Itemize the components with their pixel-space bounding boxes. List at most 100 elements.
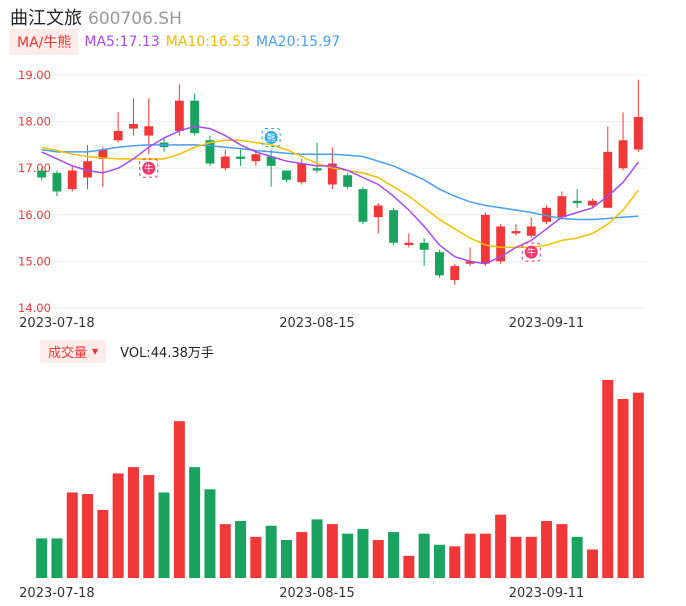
volume-bar — [280, 539, 292, 578]
volume-bar — [495, 514, 507, 578]
ma-legend: MA/牛熊 MA5:17.13 MA10:16.53 MA20:15.97 — [10, 29, 341, 55]
candle-body — [373, 205, 383, 218]
bull-marker-icon — [524, 245, 538, 259]
volume-bar — [36, 538, 48, 578]
volume-bar — [51, 538, 63, 578]
volume-bar — [97, 509, 109, 578]
candle-body — [557, 196, 567, 218]
volume-bar — [571, 536, 583, 578]
ma10-line — [41, 139, 639, 249]
candle-body — [526, 226, 536, 236]
volume-bar — [357, 528, 369, 578]
candle-body — [113, 130, 123, 141]
volume-bar — [433, 544, 445, 578]
volume-bar — [265, 525, 277, 578]
volume-bar — [204, 489, 216, 578]
ma5-value: MA5:17.13 — [84, 34, 160, 50]
candle-body — [98, 149, 108, 159]
volume-bar — [189, 467, 201, 578]
candle-body — [435, 252, 444, 276]
bear-marker-frame — [261, 128, 281, 148]
candle-body — [144, 126, 154, 136]
volume-x-tick-label: 2023-07-18 — [19, 586, 95, 601]
volume-bar — [112, 473, 124, 578]
volume-bar — [556, 524, 568, 578]
candle-body — [450, 266, 460, 281]
volume-bar — [403, 555, 415, 578]
volume-value: VOL:44.38万手 — [120, 345, 214, 361]
volume-bar — [464, 533, 476, 578]
volume-bar — [296, 532, 308, 578]
y-tick-label: 14.00 — [18, 301, 51, 315]
volume-bar — [250, 536, 262, 578]
ma5-line — [41, 125, 639, 265]
bull-marker-label: 牛 — [144, 163, 153, 175]
volume-bar — [617, 399, 629, 578]
stock-code: 600706.SH — [88, 9, 182, 29]
candle-body — [67, 170, 77, 190]
volume-x-tick-label: 2023-09-11 — [509, 586, 585, 601]
volume-bar — [510, 536, 522, 578]
candle-body — [480, 214, 490, 264]
candle-body — [633, 116, 643, 150]
y-tick-label: 19.00 — [18, 68, 51, 82]
ma20-value: MA20:15.97 — [256, 34, 341, 50]
bull-marker-frame — [521, 242, 541, 262]
candle-body — [174, 100, 184, 131]
candle-body — [37, 170, 47, 178]
volume-selector-button[interactable]: 成交量 ▼ — [40, 339, 107, 363]
bear-marker-label: 熊 — [267, 132, 276, 144]
volume-legend: 成交量 ▼ VOL:44.38万手 — [40, 339, 214, 363]
candle-body — [618, 140, 628, 169]
candle-body — [312, 168, 322, 171]
volume-bar — [632, 392, 644, 578]
candle-body — [297, 163, 307, 183]
y-tick-label: 18.00 — [18, 115, 51, 129]
bull-marker-icon — [142, 161, 156, 175]
ma-selector-button[interactable]: MA/牛熊 — [10, 29, 79, 55]
volume-bar — [525, 536, 537, 578]
volume-bar — [326, 524, 338, 578]
volume-bar — [541, 520, 553, 578]
candle-body — [251, 154, 261, 162]
volume-bar — [342, 533, 354, 578]
stock-header: 曲江文旅 600706.SH — [10, 4, 182, 29]
candle-body — [266, 156, 276, 166]
bull-marker-frame — [139, 158, 159, 178]
volume-bar — [219, 524, 231, 578]
candle-body — [419, 242, 429, 250]
candle-body — [588, 200, 597, 206]
volume-bar — [82, 494, 94, 578]
y-tick-label: 15.00 — [18, 254, 51, 268]
bull-marker-label: 牛 — [527, 247, 536, 259]
volume-bar — [418, 533, 430, 578]
candle-body — [343, 175, 353, 187]
candle-body — [190, 100, 200, 134]
candle-body — [404, 242, 414, 246]
candle-body — [358, 189, 368, 222]
x-tick-label: 2023-07-18 — [19, 316, 95, 331]
y-tick-label: 16.00 — [18, 208, 51, 222]
candle-body — [465, 261, 475, 264]
volume-tag-label: 成交量 — [48, 345, 88, 361]
volume-bar — [143, 475, 155, 578]
volume-bar — [388, 532, 400, 578]
candle-body — [129, 123, 138, 129]
volume-bar — [66, 492, 78, 578]
x-tick-label: 2023-09-11 — [509, 316, 585, 331]
volume-x-tick-label: 2023-08-15 — [279, 586, 355, 601]
candle-body — [52, 172, 62, 192]
candle-body — [220, 156, 230, 169]
candle-body — [511, 231, 521, 234]
candle-body — [542, 207, 551, 222]
ma10-value: MA10:16.53 — [165, 34, 251, 50]
volume-bar — [158, 492, 170, 578]
candle-body — [496, 226, 506, 262]
ma20-line — [41, 144, 639, 221]
candle-body — [83, 161, 92, 178]
volume-bar — [173, 421, 185, 578]
volume-bar — [311, 519, 323, 578]
volume-bar — [372, 539, 384, 578]
candle-body — [603, 151, 613, 208]
